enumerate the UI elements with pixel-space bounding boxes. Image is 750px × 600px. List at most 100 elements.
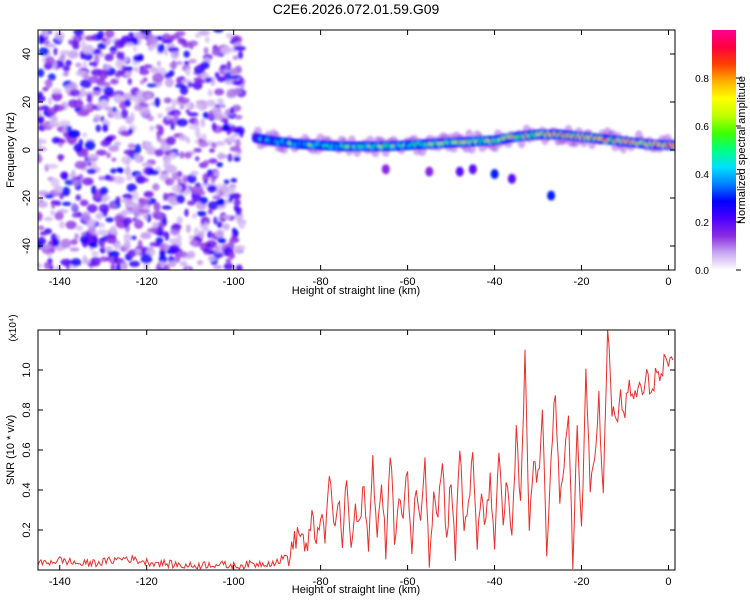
noise-blob bbox=[48, 120, 60, 128]
noise-blob bbox=[164, 78, 174, 88]
noise-blob bbox=[114, 242, 122, 250]
noise-blob bbox=[62, 71, 69, 77]
noise-blob bbox=[124, 166, 131, 176]
noise-blob bbox=[121, 198, 132, 204]
noise-blob bbox=[217, 221, 223, 229]
noise-blob bbox=[177, 177, 182, 185]
noise-blob bbox=[223, 262, 234, 270]
noise-blob bbox=[123, 71, 132, 77]
noise-blob bbox=[86, 93, 93, 103]
snr-frame bbox=[37, 329, 676, 571]
noise-blob bbox=[216, 162, 223, 168]
noise-blob bbox=[211, 122, 217, 131]
noise-blob bbox=[170, 122, 175, 131]
noise-blob bbox=[185, 67, 191, 77]
noise-blob bbox=[51, 91, 63, 102]
noise-blob bbox=[100, 99, 109, 108]
noise-blob bbox=[58, 138, 66, 144]
noise-blob bbox=[115, 59, 124, 69]
noise-blob bbox=[238, 221, 246, 229]
noise-blob bbox=[86, 204, 98, 213]
noise-blob bbox=[175, 83, 186, 88]
noise-blob bbox=[38, 142, 43, 148]
noise-blob bbox=[38, 262, 42, 269]
noise-blob bbox=[169, 61, 178, 69]
noise-blob bbox=[195, 156, 200, 162]
noise-blob bbox=[67, 129, 80, 138]
noise-blob bbox=[176, 251, 188, 258]
noise-blob bbox=[91, 185, 97, 195]
noise-blob bbox=[38, 68, 45, 78]
noise-blob bbox=[225, 258, 232, 265]
noise-blob bbox=[141, 162, 153, 168]
noise-blob bbox=[38, 153, 42, 163]
noise-blob bbox=[110, 51, 116, 56]
noise-blob bbox=[165, 136, 176, 146]
noise-blob bbox=[138, 209, 151, 214]
noise-blob bbox=[110, 168, 117, 174]
noise-blob bbox=[151, 221, 160, 229]
noise-blob bbox=[142, 77, 148, 82]
noise-blob bbox=[198, 230, 205, 239]
noise-blob bbox=[127, 249, 137, 257]
y-tick-label: 0.8 bbox=[21, 402, 33, 417]
track-halo bbox=[449, 146, 458, 153]
noise-blob bbox=[147, 44, 154, 52]
noise-blob bbox=[195, 100, 207, 105]
noise-blob bbox=[95, 124, 102, 133]
x-tick-label: -80 bbox=[313, 276, 329, 288]
noise-blob bbox=[87, 154, 100, 159]
noise-blob bbox=[54, 211, 64, 221]
noise-blob bbox=[137, 239, 143, 250]
noise-blob bbox=[79, 199, 89, 207]
noise-blob bbox=[47, 107, 57, 116]
noise-blob bbox=[228, 75, 239, 80]
noise-blob bbox=[131, 95, 138, 101]
noise-blob bbox=[194, 120, 200, 127]
spectrogram-ylabel: Frequency (Hz) bbox=[5, 112, 17, 188]
noise-blob bbox=[220, 45, 232, 55]
noise-blob bbox=[84, 35, 97, 41]
noise-blob bbox=[44, 194, 55, 199]
noise-blob bbox=[198, 30, 210, 36]
noise-blob bbox=[186, 250, 196, 259]
noise-blob bbox=[202, 111, 209, 119]
isolated-blob bbox=[490, 169, 499, 179]
noise-blob bbox=[221, 123, 232, 132]
noise-blob bbox=[70, 89, 81, 97]
noise-blob bbox=[59, 221, 65, 229]
noise-blob bbox=[80, 40, 87, 51]
noise-blob bbox=[75, 194, 81, 201]
noise-blob bbox=[99, 186, 109, 196]
noise-blob bbox=[222, 223, 231, 231]
noise-blob bbox=[155, 213, 164, 221]
noise-blob bbox=[113, 114, 124, 120]
track-core bbox=[672, 143, 675, 147]
x-tick-label: -40 bbox=[487, 276, 503, 288]
noise-blob bbox=[74, 233, 79, 240]
noise-blob bbox=[69, 247, 80, 252]
noise-blob bbox=[171, 99, 176, 109]
snr-panel: -140 -120 -100 -80 -60 -40 -20 0 0.2 0.4 0.6 0.8 1.… bbox=[5, 314, 676, 596]
noise-blob bbox=[133, 104, 143, 111]
noise-blob bbox=[75, 62, 82, 68]
noise-blob bbox=[65, 220, 77, 230]
noise-blob bbox=[214, 88, 225, 96]
noise-blob bbox=[220, 185, 229, 193]
isolated-blob bbox=[507, 173, 516, 184]
noise-blob bbox=[59, 50, 71, 56]
y-tick-label: 0.4 bbox=[21, 482, 33, 497]
noise-blob bbox=[55, 265, 62, 270]
noise-blob bbox=[211, 49, 222, 56]
x-tick-label: 0 bbox=[665, 576, 671, 588]
noise-blob bbox=[156, 60, 161, 67]
noise-blob bbox=[82, 255, 87, 265]
noise-blob bbox=[121, 261, 128, 270]
noise-blob bbox=[163, 158, 172, 167]
noise-blob bbox=[229, 67, 238, 77]
noise-blob bbox=[193, 227, 200, 237]
noise-blob bbox=[213, 216, 218, 225]
noise-blob bbox=[88, 61, 98, 66]
noise-blob bbox=[227, 153, 233, 162]
noise-blob bbox=[120, 130, 130, 137]
